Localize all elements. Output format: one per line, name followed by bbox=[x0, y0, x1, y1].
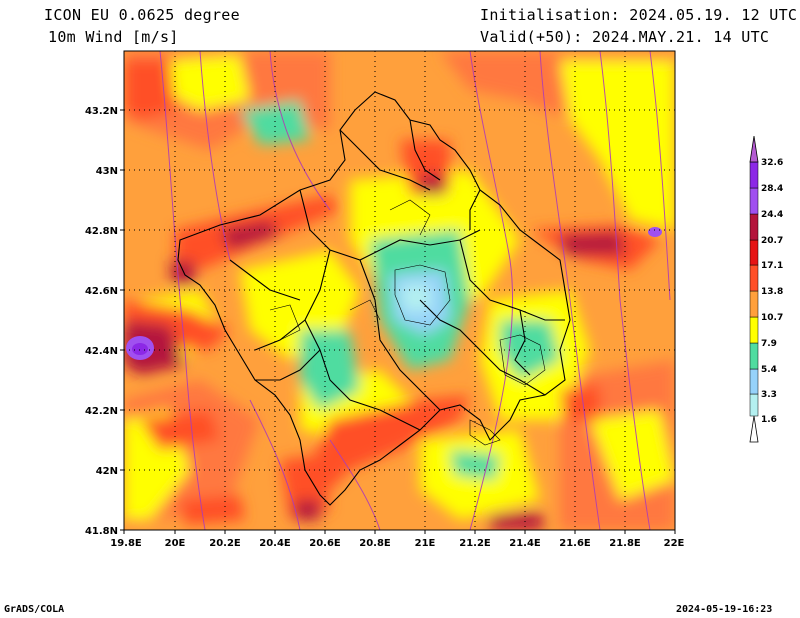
x-tick-label: 20.2E bbox=[209, 538, 241, 549]
x-tick-label: 20.4E bbox=[259, 538, 291, 549]
colorbar-segment bbox=[749, 213, 759, 241]
wind-field-shading bbox=[124, 51, 675, 530]
x-tick-label: 21.6E bbox=[559, 538, 591, 549]
x-axis-labels: 19.8E 20E 20.2E 20.4E 20.6E 20.8E 21E 21… bbox=[110, 538, 684, 549]
y-tick-label: 42.2N bbox=[85, 406, 118, 417]
graticule bbox=[124, 51, 675, 530]
colorbar-segment bbox=[749, 161, 759, 189]
colorbar-segment bbox=[749, 290, 759, 318]
y-axis-labels: 41.8N 42N 42.2N 42.4N 42.6N 42.8N 43N 43… bbox=[85, 106, 118, 537]
colorbar-label: 10.7 bbox=[761, 313, 783, 323]
colorbar-segment bbox=[749, 239, 759, 266]
colorbar-label: 3.3 bbox=[761, 390, 777, 400]
colorbar-segment bbox=[749, 368, 759, 395]
colorbar-label: 17.1 bbox=[761, 261, 783, 271]
y-tick-label: 43.2N bbox=[85, 106, 118, 117]
x-tick-label: 19.8E bbox=[110, 538, 142, 549]
colorbar-segment bbox=[749, 264, 759, 292]
colorbar-label: 32.6 bbox=[761, 158, 783, 168]
variable-title: 10m Wind [m/s] bbox=[48, 28, 179, 46]
colorbar-label: 20.7 bbox=[761, 236, 783, 246]
x-tick-label: 22E bbox=[664, 538, 685, 549]
valid-time: Valid(+50): 2024.MAY.21. 14 UTC bbox=[480, 28, 770, 46]
colorbar-label: 13.8 bbox=[761, 287, 783, 297]
x-tick-label: 20E bbox=[165, 538, 186, 549]
x-tick-label: 21E bbox=[415, 538, 436, 549]
map-area bbox=[124, 51, 675, 530]
software-credit: GrADS/COLA bbox=[4, 604, 65, 615]
colorbar-label: 28.4 bbox=[761, 184, 783, 194]
x-tick-label: 20.8E bbox=[359, 538, 391, 549]
render-timestamp: 2024-05-19-16:23 bbox=[676, 604, 773, 615]
x-tick-label: 20.6E bbox=[309, 538, 341, 549]
x-tick-label: 21.4E bbox=[509, 538, 541, 549]
colorbar-max-arrow bbox=[749, 135, 759, 163]
colorbar-segment bbox=[749, 342, 759, 370]
y-tick-label: 42.4N bbox=[85, 346, 118, 357]
colorbar-labels: 1.6 3.3 5.4 7.9 10.7 13.8 17.1 20.7 24.4… bbox=[761, 158, 783, 425]
y-tick-label: 42N bbox=[96, 466, 118, 477]
colorbar-label: 5.4 bbox=[761, 365, 777, 375]
colorbar-label: 1.6 bbox=[761, 415, 777, 425]
colorbar-segment bbox=[749, 187, 759, 215]
colorbar-label: 7.9 bbox=[761, 339, 777, 349]
axis-tick-marks bbox=[120, 109, 676, 534]
admin-borders bbox=[177, 91, 571, 506]
color-bar: 1.6 3.3 5.4 7.9 10.7 13.8 17.1 20.7 24.4… bbox=[749, 135, 783, 443]
x-tick-label: 21.2E bbox=[459, 538, 491, 549]
sub-borders bbox=[269, 199, 546, 446]
initialisation-time: Initialisation: 2024.05.19. 12 UTC bbox=[480, 6, 798, 24]
y-tick-label: 42.8N bbox=[85, 226, 118, 237]
colorbar-label: 24.4 bbox=[761, 210, 783, 220]
y-tick-label: 42.6N bbox=[85, 286, 118, 297]
y-tick-label: 41.8N bbox=[85, 526, 118, 537]
streamlines bbox=[159, 51, 671, 530]
colorbar-segment bbox=[749, 393, 759, 417]
model-title: ICON EU 0.0625 degree bbox=[44, 6, 240, 24]
wind-max-east bbox=[648, 227, 662, 237]
colorbar-segment bbox=[749, 316, 759, 344]
y-tick-label: 43N bbox=[96, 166, 118, 177]
colorbar-min-arrow bbox=[749, 415, 759, 443]
x-tick-label: 21.8E bbox=[609, 538, 641, 549]
